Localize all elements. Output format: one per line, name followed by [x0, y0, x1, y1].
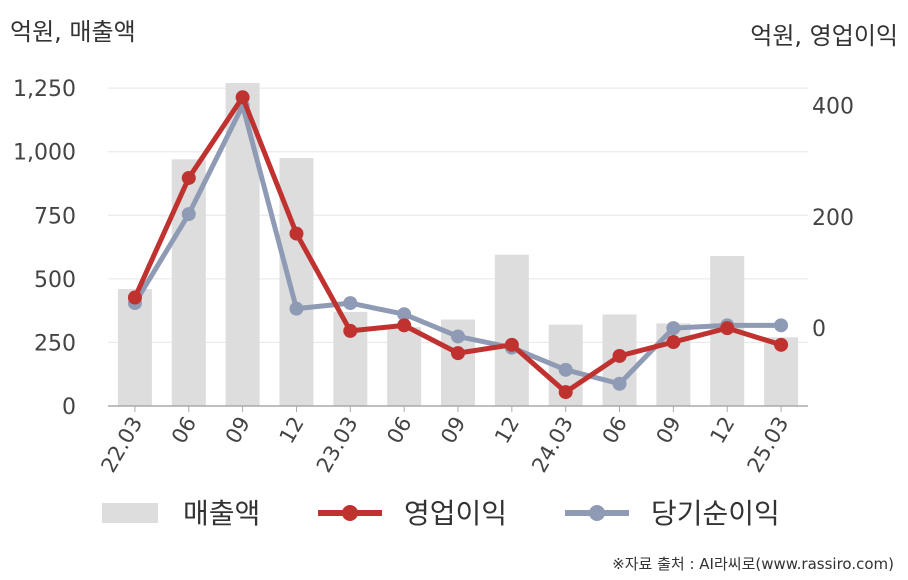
operating-income-point [720, 321, 735, 336]
x-tick-label: 09 [436, 413, 470, 448]
operating-income-point [558, 385, 573, 400]
right-tick-label: 400 [812, 95, 854, 120]
net-income-point [289, 301, 304, 316]
legend-operating-marker [342, 505, 358, 521]
left-tick-label: 1,000 [13, 141, 76, 166]
operating-income-point [451, 346, 465, 361]
operating-income-point [504, 337, 519, 352]
operating-income-point [181, 170, 196, 185]
net-income-point [774, 318, 789, 333]
legend-net-marker [589, 505, 605, 521]
left-tick-label: 750 [34, 204, 76, 229]
operating-income-point [289, 226, 304, 241]
x-tick-label: 24.03 [527, 413, 578, 477]
operating-income-point [235, 90, 250, 105]
revenue-bar [171, 159, 206, 406]
x-tick-label: 23.03 [312, 413, 363, 477]
net-income-point [181, 207, 196, 222]
operating-income-point [666, 335, 681, 350]
legend-net-label: 당기순이익 [651, 497, 780, 530]
revenue-bar [225, 83, 260, 407]
net-income-point [558, 362, 573, 377]
source-note: ※자료 출처 : AI라씨로(www.rassiro.com) [612, 555, 894, 573]
legend-operating-label: 영업이익 [404, 497, 507, 530]
operating-income-point [612, 348, 627, 363]
net-income-point [612, 376, 627, 391]
legend: 매출액 영업이익 당기순이익 [102, 497, 780, 530]
right-axis-unit-label: 억원, 영업이익 [750, 22, 898, 50]
legend-revenue-label: 매출액 [183, 497, 260, 530]
x-tick-label: 25.03 [743, 413, 794, 477]
x-tick-label: 09 [221, 413, 255, 448]
x-tick-label: 12 [490, 413, 524, 448]
operating-income-point [397, 318, 412, 333]
axes [108, 405, 808, 412]
left-axis-unit-label: 억원, 매출액 [10, 18, 136, 46]
operating-income-point [343, 323, 358, 338]
right-tick-label: 0 [812, 317, 826, 342]
revenue-bars [117, 83, 799, 407]
x-tick-label: 06 [598, 413, 632, 448]
income-lines [127, 90, 789, 400]
net-income-point [666, 321, 681, 336]
x-tick-label: 06 [167, 413, 201, 448]
operating-income-point [774, 337, 789, 352]
x-tick-label: 09 [652, 413, 686, 448]
right-tick-label: 200 [812, 206, 854, 231]
left-tick-label: 250 [34, 331, 76, 356]
operating-income-point [127, 290, 142, 305]
left-tick-label: 500 [34, 268, 76, 293]
net-income-point [451, 329, 465, 344]
x-tick-label: 12 [705, 413, 739, 448]
grid-lines [108, 87, 808, 343]
revenue-bar [494, 254, 529, 406]
x-tick-label: 22.03 [96, 413, 147, 477]
x-tick-label: 12 [275, 413, 309, 448]
revenue-bar [387, 327, 422, 406]
x-tick-label: 06 [382, 413, 416, 448]
left-tick-label: 1,250 [13, 77, 76, 102]
revenue-bar [279, 158, 314, 406]
net-income-point [343, 296, 358, 311]
net-income-point [397, 307, 412, 322]
legend-revenue-swatch [102, 503, 158, 523]
left-tick-label: 0 [62, 395, 76, 420]
